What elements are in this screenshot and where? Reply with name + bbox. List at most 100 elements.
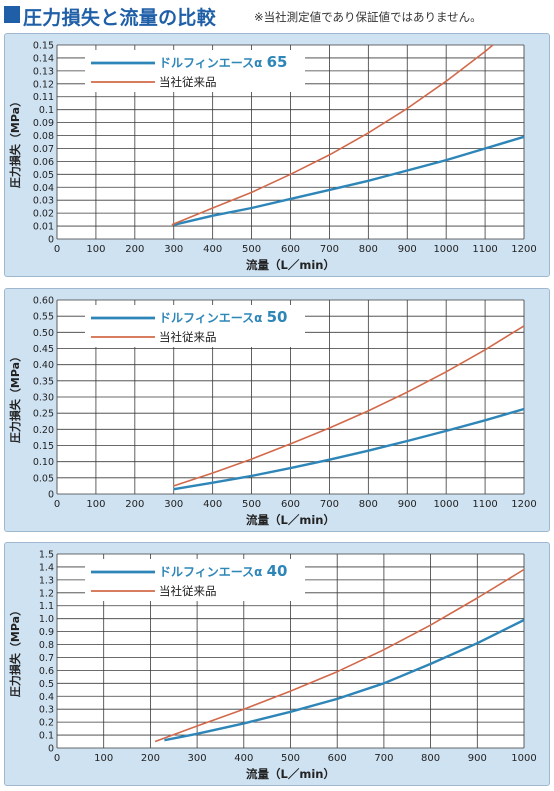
y-tick-label: 1.4	[39, 562, 54, 573]
y-tick-label: 0.13	[33, 66, 54, 77]
legend-label-prefix: ドルフィンエースα	[159, 565, 267, 579]
series-line-dolphin	[173, 135, 525, 226]
x-tick-label: 500	[242, 244, 261, 255]
x-tick-label: 700	[320, 244, 339, 255]
y-tick-label: 0	[48, 490, 54, 501]
legend: ドルフィンエースα 50 当社従来品	[85, 305, 305, 347]
chart-svg-65: 0 100 200 300 400 500 600 700 800 900 1000 1100 1200…	[8, 41, 537, 273]
chart-panel-50: 0 100 200 300 400 500 600 700 800 900 1000 1100 1200…	[4, 288, 550, 532]
x-tick-label: 100	[86, 244, 105, 255]
y-tick-label: 0.4	[39, 692, 54, 703]
y-tick-label: 0.50	[33, 328, 54, 339]
y-tick-label: 0.11	[33, 92, 54, 103]
legend-box	[85, 50, 305, 92]
y-tick-label: 0.03	[33, 196, 54, 207]
y-tick-label: 1.1	[39, 601, 54, 612]
y-tick-label: 0	[48, 235, 54, 246]
y-tick-label: 0.05	[33, 170, 54, 181]
disclaimer-note: ※当社測定値であり保証値ではありません。	[254, 10, 482, 24]
y-tick-label: 0.35	[33, 376, 54, 387]
y-tick-label: 0.6	[39, 666, 54, 677]
x-tick-label: 400	[203, 499, 222, 510]
x-tick-label: 400	[203, 244, 222, 255]
y-tick-label: 0.45	[33, 344, 54, 355]
x-tick-label: 0	[54, 244, 60, 255]
x-tick-label: 1100	[472, 499, 497, 510]
y-axis-label: 圧力損失（MPa）	[8, 351, 22, 443]
x-tick-label: 800	[421, 753, 440, 764]
x-tick-label: 900	[398, 244, 417, 255]
legend-box	[85, 305, 305, 347]
y-tick-label: 0.30	[33, 393, 54, 404]
y-tick-label: 0.02	[33, 209, 54, 220]
x-tick-label: 100	[94, 753, 113, 764]
y-tick-label: 0.12	[33, 79, 54, 90]
series-line-conventional	[173, 325, 525, 487]
y-tick-label: 0.3	[39, 705, 54, 716]
x-tick-label: 1100	[472, 244, 497, 255]
chart-panel-40: 0 100 200 300 400 500 600 700 800 900 1000 0 0.1 0.2 0…	[4, 542, 550, 786]
title-square-icon	[4, 6, 20, 23]
y-tick-label: 0.15	[33, 41, 54, 52]
y-tick-label: 0.1	[39, 731, 54, 742]
y-tick-label: 0.5	[39, 679, 54, 690]
series-line-conventional	[154, 568, 525, 743]
header: 圧力損失と流量の比較 ※当社測定値であり保証値ではありません。	[4, 3, 552, 31]
y-tick-label: 1.0	[39, 614, 54, 625]
y-tick-label: 0.01	[33, 222, 54, 233]
x-tick-label: 1000	[433, 499, 458, 510]
x-tick-label: 900	[398, 499, 417, 510]
x-axis-label: 流量（L／min）	[246, 513, 335, 527]
legend-label-conventional: 当社従来品	[159, 75, 217, 89]
x-tick-label: 200	[125, 499, 144, 510]
x-tick-label: 1200	[511, 499, 536, 510]
x-tick-label: 500	[281, 753, 300, 764]
x-tick-label: 800	[359, 499, 378, 510]
legend-label-model: 65	[267, 53, 288, 71]
y-tick-label: 1.5	[39, 550, 54, 561]
x-tick-label: 0	[54, 499, 60, 510]
legend-label-dolphin: ドルフィンエースα 50	[159, 308, 287, 326]
legend-label-dolphin: ドルフィンエースα 40	[159, 562, 287, 580]
x-tick-label: 600	[281, 499, 300, 510]
legend-box	[85, 559, 305, 601]
y-tick-label: 0.9	[39, 627, 54, 638]
series-line-dolphin	[164, 618, 525, 742]
legend-label-prefix: ドルフィンエースα	[159, 56, 267, 70]
legend-label-model: 40	[267, 562, 288, 580]
x-tick-label: 100	[86, 499, 105, 510]
y-tick-label: 1.3	[39, 575, 54, 586]
y-tick-label: 0.15	[33, 441, 54, 452]
legend-label-conventional: 当社従来品	[159, 584, 217, 598]
y-tick-label: 0.20	[33, 425, 54, 436]
x-tick-label: 800	[359, 244, 378, 255]
y-tick-label: 0.55	[33, 312, 54, 323]
x-tick-label: 400	[234, 753, 253, 764]
y-tick-label: 0.2	[39, 718, 54, 729]
x-tick-label: 200	[125, 244, 144, 255]
x-tick-label: 700	[320, 499, 339, 510]
series-line-dolphin	[173, 407, 525, 491]
chart-panel-65: 0 100 200 300 400 500 600 700 800 900 1000 1100 1200…	[4, 33, 550, 277]
x-tick-label: 0	[54, 753, 60, 764]
y-tick-label: 0.08	[33, 131, 54, 142]
y-tick-label: 0.1	[39, 105, 54, 116]
x-tick-label: 600	[281, 244, 300, 255]
y-tick-label: 0.10	[33, 457, 54, 468]
y-tick-label: 0.09	[33, 118, 54, 129]
y-tick-label: 0.40	[33, 360, 54, 371]
legend: ドルフィンエースα 40 当社従来品	[85, 559, 305, 601]
x-tick-label: 900	[468, 753, 487, 764]
y-axis-label: 圧力損失（MPa）	[8, 605, 22, 697]
y-tick-label: 0.04	[33, 183, 54, 194]
x-tick-label: 300	[164, 499, 183, 510]
page-title: 圧力損失と流量の比較	[23, 7, 217, 29]
y-tick-label: 0.7	[39, 653, 54, 664]
y-tick-label: 0.14	[33, 53, 54, 64]
x-tick-label: 200	[141, 753, 160, 764]
x-tick-label: 1200	[511, 244, 536, 255]
legend-label-model: 50	[267, 308, 288, 326]
y-tick-label: 0.8	[39, 640, 54, 651]
y-tick-label: 0.25	[33, 409, 54, 420]
y-tick-label: 1.2	[39, 588, 54, 599]
